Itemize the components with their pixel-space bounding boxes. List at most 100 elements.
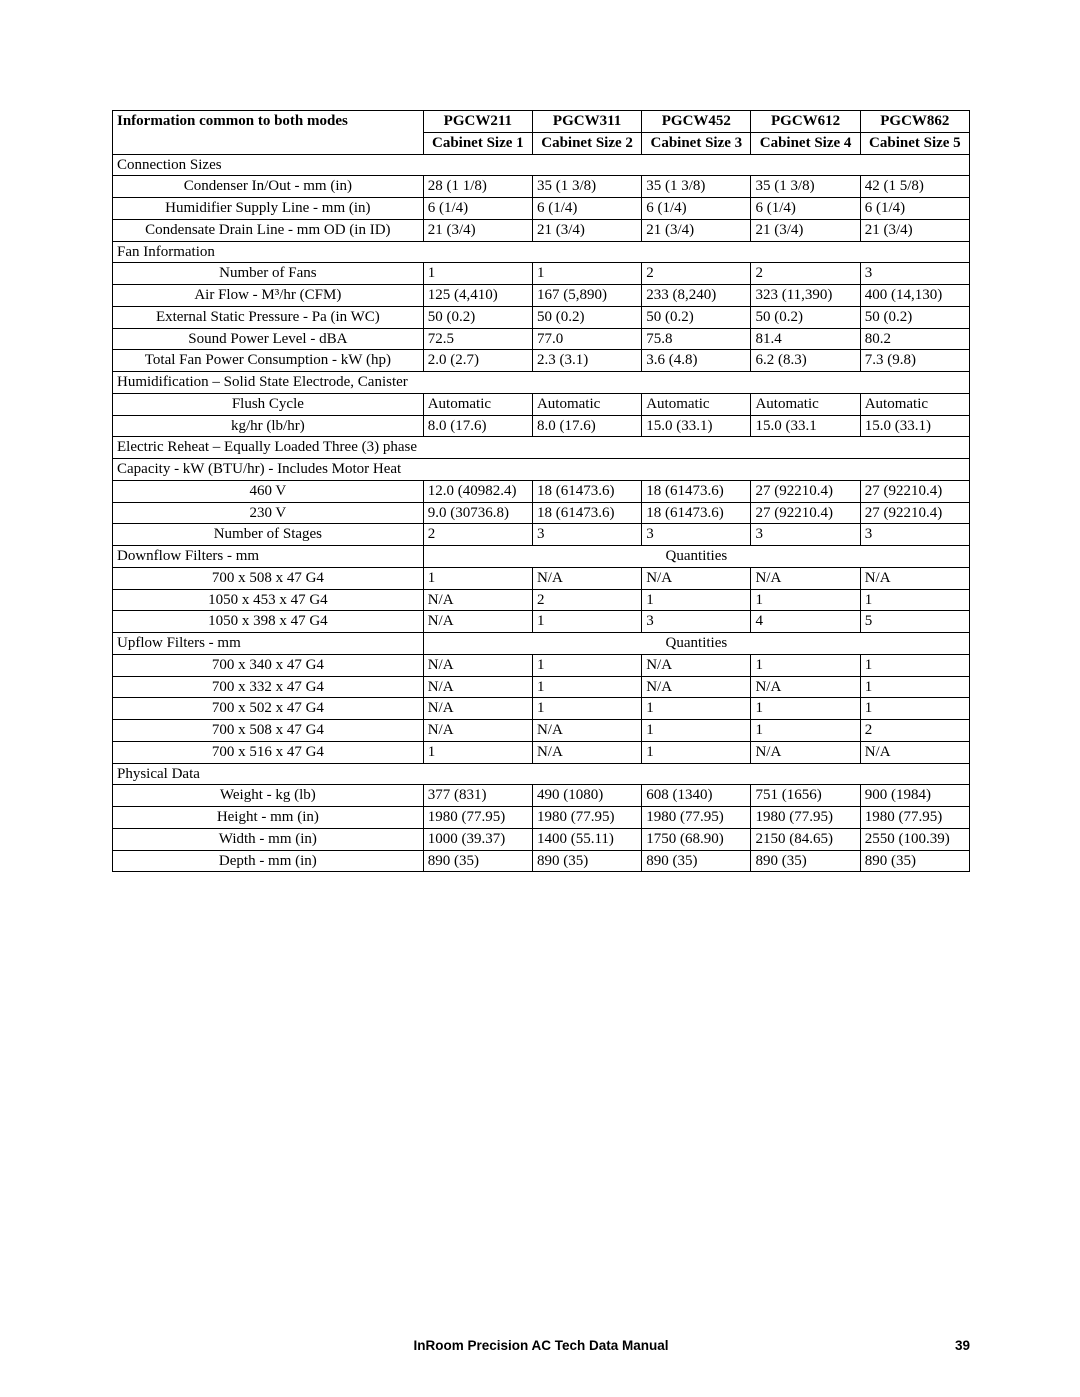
row-label: 1050 x 453 x 47 G4 [113, 589, 424, 611]
table-row: Fan Information [113, 241, 970, 263]
footer-page-number: 39 [955, 1338, 970, 1353]
data-cell: 6 (1/4) [860, 198, 969, 220]
data-cell: Automatic [423, 393, 532, 415]
data-cell: 9.0 (30736.8) [423, 502, 532, 524]
table-row: Connection Sizes [113, 154, 970, 176]
header-col-4-line1: PGCW862 [860, 111, 969, 133]
data-cell: 890 (35) [751, 850, 860, 872]
data-cell: 6 (1/4) [642, 198, 751, 220]
data-cell: N/A [423, 676, 532, 698]
data-cell: 8.0 (17.6) [423, 415, 532, 437]
data-cell: 1 [642, 741, 751, 763]
row-label: kg/hr (lb/hr) [113, 415, 424, 437]
data-cell: 2.3 (3.1) [532, 350, 641, 372]
data-cell: 890 (35) [860, 850, 969, 872]
header-col-2-line2: Cabinet Size 3 [642, 132, 751, 154]
data-cell: 1 [642, 698, 751, 720]
header-col-0-line1: PGCW211 [423, 111, 532, 133]
section-label: Physical Data [113, 763, 970, 785]
data-cell: 18 (61473.6) [532, 502, 641, 524]
data-cell: N/A [751, 676, 860, 698]
table-row: Width - mm (in)1000 (39.37)1400 (55.11)1… [113, 828, 970, 850]
data-cell: 15.0 (33.1) [860, 415, 969, 437]
row-label: Humidifier Supply Line - mm (in) [113, 198, 424, 220]
data-cell: 35 (1 3/8) [532, 176, 641, 198]
data-cell: 72.5 [423, 328, 532, 350]
table-row: kg/hr (lb/hr)8.0 (17.6)8.0 (17.6)15.0 (3… [113, 415, 970, 437]
data-cell: 3 [642, 611, 751, 633]
spec-table: Information common to both modes PGCW211… [112, 110, 970, 872]
data-cell: Automatic [860, 393, 969, 415]
data-cell: 1 [532, 654, 641, 676]
data-cell: 1 [423, 263, 532, 285]
table-row: Electric Reheat – Equally Loaded Three (… [113, 437, 970, 459]
table-row: Height - mm (in)1980 (77.95)1980 (77.95)… [113, 807, 970, 829]
data-cell: 1980 (77.95) [860, 807, 969, 829]
table-row: Humidification – Solid State Electrode, … [113, 372, 970, 394]
table-row: Number of Stages23333 [113, 524, 970, 546]
row-label: Air Flow - M³/hr (CFM) [113, 285, 424, 307]
table-row: 230 V9.0 (30736.8)18 (61473.6)18 (61473.… [113, 502, 970, 524]
data-cell: 608 (1340) [642, 785, 751, 807]
document-page: Information common to both modes PGCW211… [0, 0, 1080, 1397]
row-label: 700 x 340 x 47 G4 [113, 654, 424, 676]
row-label: 1050 x 398 x 47 G4 [113, 611, 424, 633]
data-cell: N/A [532, 741, 641, 763]
header-col-3-line2: Cabinet Size 4 [751, 132, 860, 154]
data-cell: 1 [860, 654, 969, 676]
data-cell: 125 (4,410) [423, 285, 532, 307]
table-row: 700 x 502 x 47 G4N/A1111 [113, 698, 970, 720]
data-cell: 1750 (68.90) [642, 828, 751, 850]
section-label: Fan Information [113, 241, 970, 263]
data-cell: 6 (1/4) [751, 198, 860, 220]
header-col-3-line1: PGCW612 [751, 111, 860, 133]
data-cell: 751 (1656) [751, 785, 860, 807]
data-cell: 1 [751, 720, 860, 742]
data-cell: 2150 (84.65) [751, 828, 860, 850]
data-cell: 80.2 [860, 328, 969, 350]
row-label: Width - mm (in) [113, 828, 424, 850]
row-label: Weight - kg (lb) [113, 785, 424, 807]
quantities-label: Quantities [423, 546, 969, 568]
data-cell: 2 [751, 263, 860, 285]
row-label: External Static Pressure - Pa (in WC) [113, 306, 424, 328]
data-cell: 3 [860, 263, 969, 285]
table-row: Air Flow - M³/hr (CFM)125 (4,410)167 (5,… [113, 285, 970, 307]
data-cell: 50 (0.2) [860, 306, 969, 328]
data-cell: 1980 (77.95) [751, 807, 860, 829]
data-cell: 3 [642, 524, 751, 546]
data-cell: N/A [532, 720, 641, 742]
data-cell: 2 [423, 524, 532, 546]
data-cell: 2.0 (2.7) [423, 350, 532, 372]
data-cell: 6 (1/4) [532, 198, 641, 220]
row-label: Condensate Drain Line - mm OD (in ID) [113, 219, 424, 241]
row-label: Flush Cycle [113, 393, 424, 415]
data-cell: 400 (14,130) [860, 285, 969, 307]
data-cell: 12.0 (40982.4) [423, 480, 532, 502]
table-row: Physical Data [113, 763, 970, 785]
data-cell: 42 (1 5/8) [860, 176, 969, 198]
row-label: Number of Stages [113, 524, 424, 546]
page-footer: InRoom Precision AC Tech Data Manual 39 [0, 1338, 1080, 1353]
header-col-1-line2: Cabinet Size 2 [532, 132, 641, 154]
data-cell: 77.0 [532, 328, 641, 350]
section-label: Electric Reheat – Equally Loaded Three (… [113, 437, 970, 459]
data-cell: 35 (1 3/8) [642, 176, 751, 198]
data-cell: 21 (3/4) [532, 219, 641, 241]
table-row: Total Fan Power Consumption - kW (hp)2.0… [113, 350, 970, 372]
data-cell: 1 [860, 676, 969, 698]
data-cell: 4 [751, 611, 860, 633]
data-cell: N/A [423, 698, 532, 720]
data-cell: 5 [860, 611, 969, 633]
data-cell: 1 [532, 676, 641, 698]
data-cell: 18 (61473.6) [642, 480, 751, 502]
data-cell: N/A [423, 720, 532, 742]
data-cell: N/A [642, 676, 751, 698]
data-cell: 50 (0.2) [642, 306, 751, 328]
data-cell: 1 [751, 654, 860, 676]
data-cell: 490 (1080) [532, 785, 641, 807]
header-col-4-line2: Cabinet Size 5 [860, 132, 969, 154]
data-cell: 50 (0.2) [751, 306, 860, 328]
data-cell: 890 (35) [423, 850, 532, 872]
data-cell: 323 (11,390) [751, 285, 860, 307]
